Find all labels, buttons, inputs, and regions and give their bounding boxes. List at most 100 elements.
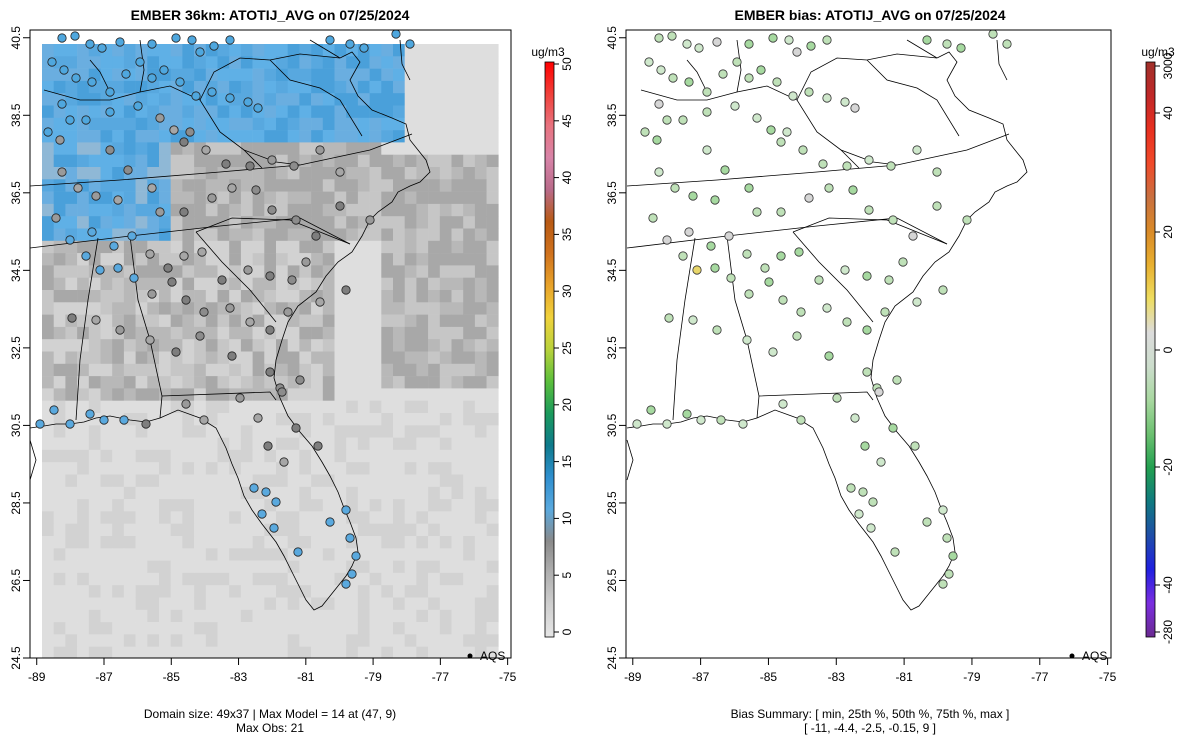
grid-cell [264,474,277,488]
grid-cell [88,376,101,389]
grid-cell [77,609,90,623]
grid-cell [112,363,125,377]
grid-cell [194,646,207,658]
grid-cell [404,240,417,254]
grid-cell [381,179,394,192]
grid-cell [416,302,429,315]
station-marker [313,441,323,451]
grid-cell [112,462,125,475]
grid-cell [416,425,429,438]
grid-cell [416,80,429,94]
station-marker [57,33,67,43]
grid-cell [486,228,499,242]
grid-cell [369,253,382,266]
grid-cell [123,499,136,512]
grid-cell [299,609,312,623]
grid-cell [205,634,218,647]
grid-cell [170,572,183,586]
grid-cell [357,326,370,340]
grid-cell [252,585,265,598]
grid-cell [88,363,101,377]
grid-cell [182,117,195,131]
grid-cell [182,68,195,82]
grid-cell [264,191,277,205]
grid-cell [135,363,148,377]
grid-cell [287,388,300,401]
grid-cell [100,634,113,647]
grid-cell [357,486,370,500]
station-marker [824,351,834,361]
grid-cell [42,646,54,658]
station-marker [766,125,776,135]
grid-cell [194,560,207,574]
grid-cell [159,462,171,475]
grid-cell [463,44,476,57]
grid-cell [322,462,335,475]
colorbar-tick-label: 3000 [1161,52,1175,79]
grid-cell [159,560,171,574]
grid-cell [65,154,78,168]
grid-cell [439,80,452,94]
grid-cell [463,572,476,586]
grid-cell [77,44,90,57]
grid-cell [112,609,125,623]
grid-cell [217,253,230,266]
grid-cell [334,142,347,155]
y-tick-label: 32.5 [9,336,23,360]
grid-cell [439,117,452,131]
grid-cell [217,646,230,658]
grid-cell [463,523,476,537]
station-marker [752,113,762,123]
grid-cell [240,351,253,365]
grid-cell [135,154,148,168]
station-marker [866,523,876,533]
station-marker [796,307,806,317]
grid-cell [287,56,300,69]
grid-cell [322,216,335,229]
grid-cell [451,499,464,512]
grid-cell [346,302,359,315]
grid-cell [474,400,487,414]
grid-cell [439,449,452,463]
grid-cell [42,486,54,500]
grid-cell [100,560,113,574]
grid-cell [451,44,464,57]
grid-cell [135,314,148,328]
grid-cell [170,413,183,426]
grid-cell [369,536,382,549]
grid-cell [147,117,160,131]
station-marker [175,77,185,87]
station-marker [147,39,157,49]
bias-stations [632,30,1012,589]
grid-cell [439,548,452,561]
grid-cell [65,216,78,229]
grid-cell [264,240,277,254]
grid-cell [428,191,441,205]
grid-cell [369,80,382,94]
station-marker [191,91,201,101]
grid-cell [404,499,417,512]
grid-cell [381,560,394,574]
grid-cell [135,376,148,389]
grid-cell [287,130,300,143]
grid-cell [357,425,370,438]
station-marker [804,193,814,203]
grid-cell [428,363,441,377]
grid-cell [135,560,148,574]
grid-cell [346,486,359,500]
grid-cell [357,290,370,303]
grid-cell [474,130,487,143]
left-map-title: EMBER 36km: ATOTIJ_AVG on 07/25/2024 [131,7,410,23]
grid-cell [159,511,171,524]
station-marker [179,207,189,217]
grid-cell [112,437,125,451]
grid-cell [170,228,183,242]
grid-cell [170,142,183,155]
grid-cell [170,486,183,500]
grid-cell [276,154,288,168]
grid-cell [463,499,476,512]
grid-cell [42,622,54,635]
grid-cell [42,462,54,475]
grid-cell [439,216,452,229]
grid-cell [240,536,253,549]
